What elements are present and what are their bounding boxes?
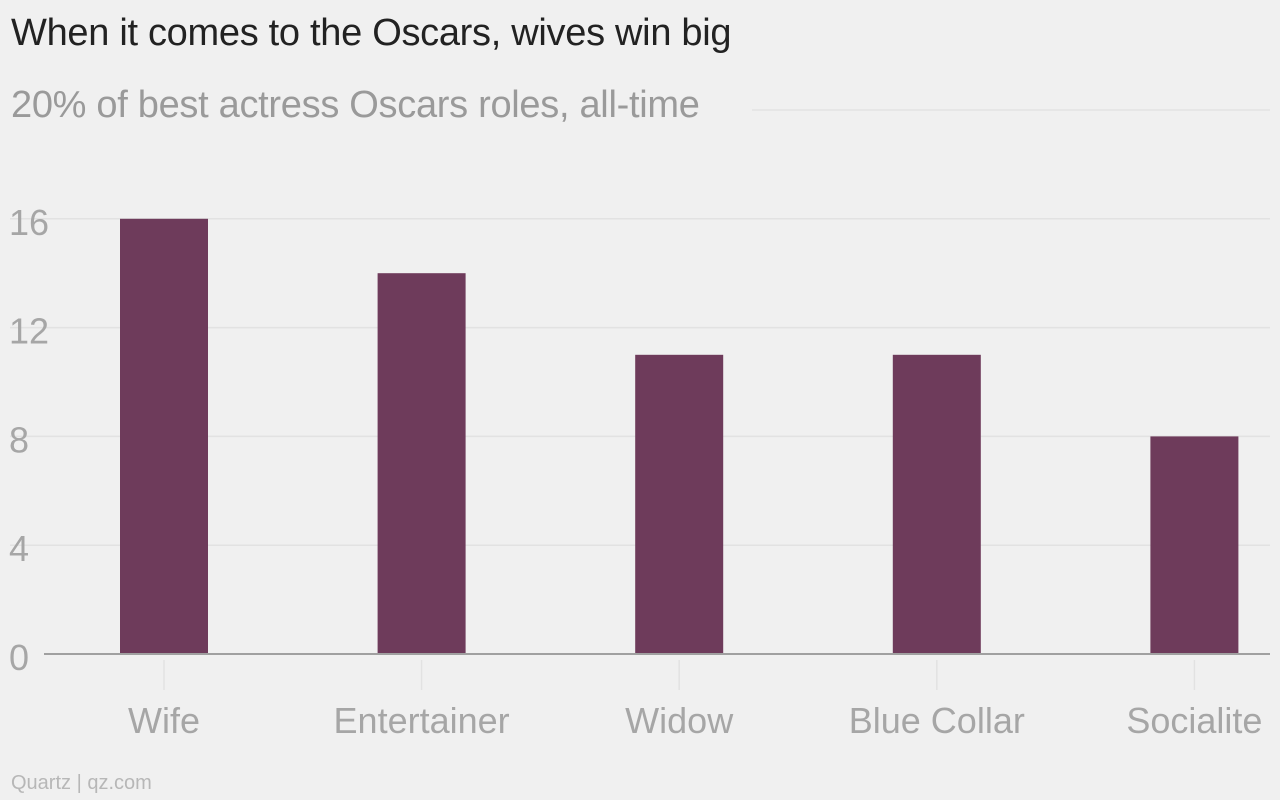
y-tick-label: 4 — [9, 528, 29, 569]
y-axis-ticks: 0 4 8 12 16 — [9, 202, 49, 678]
y-tick-label: 12 — [9, 311, 49, 352]
bar — [635, 354, 724, 654]
bar — [892, 354, 981, 654]
x-tick-label: Entertainer — [334, 700, 510, 741]
x-axis-ticks: Wife Entertainer Widow Blue Collar Socialite — [128, 660, 1262, 741]
x-tick-label: Blue Collar — [849, 700, 1025, 741]
chart-title: When it comes to the Oscars, wives win b… — [11, 12, 732, 54]
bars — [120, 218, 1239, 655]
x-tick-label: Wife — [128, 700, 200, 741]
y-tick-label: 16 — [9, 202, 49, 243]
bar — [377, 273, 466, 654]
bar — [120, 218, 208, 655]
y-tick-label: 8 — [9, 419, 29, 460]
x-tick-label: Widow — [625, 700, 734, 741]
x-tick-label: Socialite — [1126, 700, 1262, 741]
chart-subtitle: 20% of best actress Oscars roles, all-ti… — [11, 84, 700, 126]
source-credit: Quartz | qz.com — [11, 772, 152, 794]
bar — [1150, 436, 1239, 654]
y-tick-label: 0 — [9, 637, 29, 678]
